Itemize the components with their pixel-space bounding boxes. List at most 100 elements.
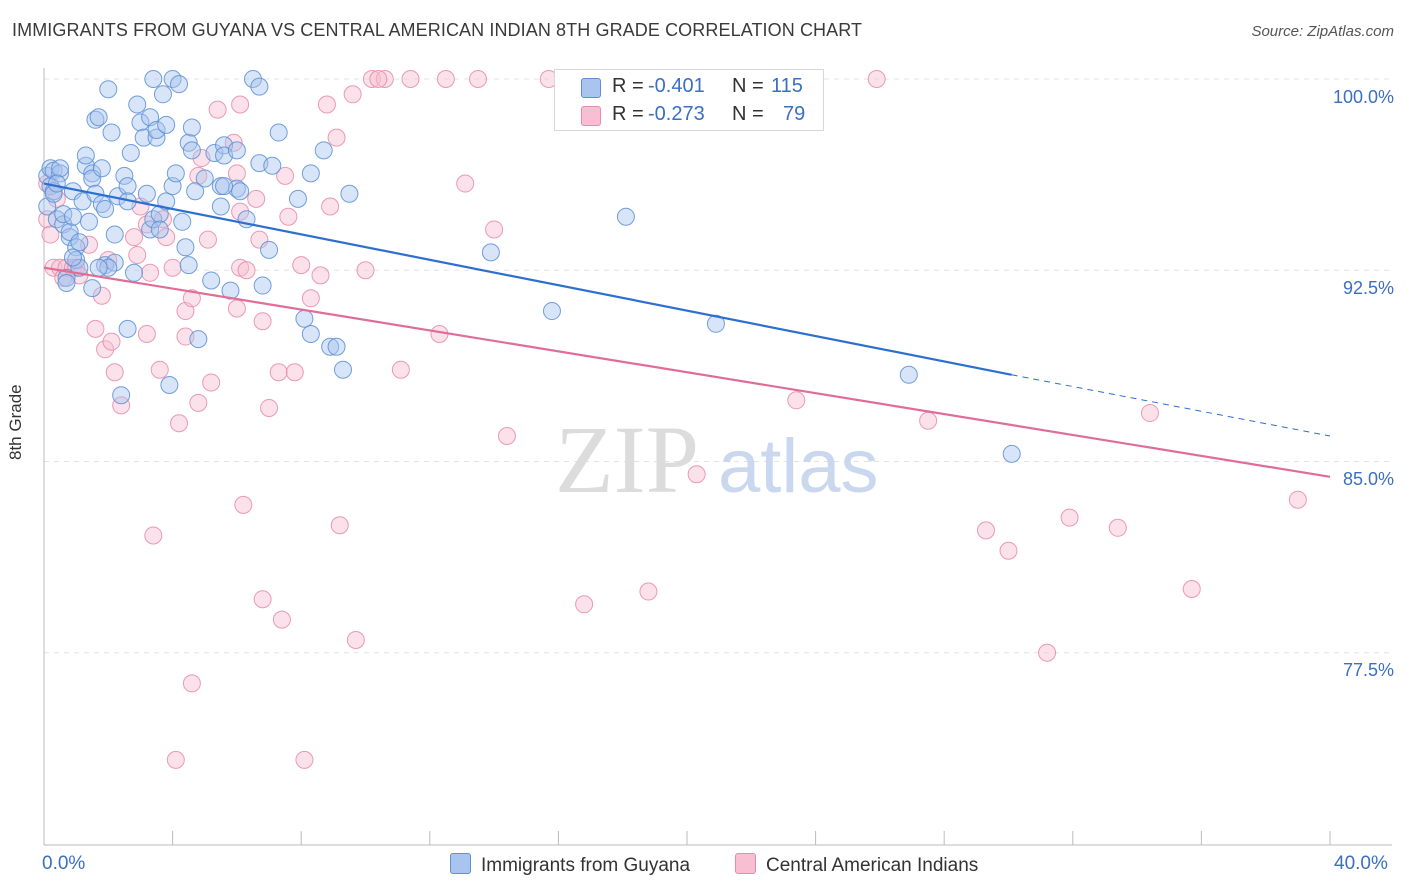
pink-data-point [125,228,144,247]
blue-data-point [99,258,118,277]
blue-data-point [63,207,82,226]
pink-data-point [163,258,182,277]
pink-data-point [202,373,221,392]
blue-data-point [899,365,918,384]
pink-data-point [253,312,272,331]
pink-data-point [301,289,320,308]
y-tick-label: 77.5% [1342,660,1394,680]
blue-data-point [128,95,147,114]
blue-data-point [231,182,250,201]
blue-data-point [102,123,121,142]
y-tick-label: 100.0% [1332,87,1394,107]
blue-swatch-icon [581,78,601,98]
blue-data-point [166,164,185,183]
pink-data-point [1182,580,1201,598]
pink-points [38,70,1307,769]
blue-data-point [321,337,340,356]
blue-data-point [89,108,108,127]
blue-data-point [176,238,195,257]
blue-data-point [89,258,108,277]
pink-data-point [166,750,185,769]
n-label: N = [732,75,764,97]
pink-data-point [485,220,504,239]
blue-data-point [253,276,272,295]
pink-data-point [976,521,995,540]
pink-data-point [157,228,176,247]
blue-data-point [157,115,176,134]
blue-data-point [57,274,76,292]
blue-data-point [83,164,102,183]
blue-data-point [263,156,282,175]
legend-label: Central American Indians [766,855,979,876]
blue-data-point [137,184,156,203]
x-tick-label-min: 0.0% [42,853,86,874]
blue-data-point [179,256,198,275]
legend-item-guyana[interactable]: Immigrants from Guyana [450,853,690,877]
blue-data-point [83,279,102,298]
pink-data-point [375,70,394,88]
blue-data-point [105,225,124,244]
pink-data-point [86,319,105,338]
pink-data-point [105,363,124,382]
pink-data-point [292,256,311,275]
y-axis-title: 8th Grade [6,384,25,460]
pink-data-point [253,590,272,609]
grid-lines [44,78,1390,654]
pink-data-point [436,70,455,88]
blue-data-point [60,228,79,247]
blue-data-point [63,248,82,267]
pink-data-point [189,393,208,412]
pink-data-point [999,541,1018,560]
pink-data-point [92,286,111,305]
legend-item-central-american[interactable]: Central American Indians [735,853,978,877]
blue-data-point [47,174,66,193]
blue-data-point [616,207,635,226]
pink-swatch-icon [581,106,601,126]
pink-data-point [260,398,279,417]
blue-data-point [76,146,95,165]
pink-data-point [1288,490,1307,509]
pink-data-point [269,363,288,382]
blue-data-point [327,337,346,356]
pink-data-point [208,100,227,119]
pink-data-point [575,595,594,614]
blue-data-point [115,166,134,185]
blue-data-point [157,192,176,211]
blue-data-point [227,141,246,160]
watermark-zip: ZIP [555,406,699,513]
trend-lines [43,182,1331,478]
pink-data-point [1038,643,1057,662]
pink-data-point [497,427,516,445]
blue-data-point [141,220,160,239]
y-tick-label: 92.5% [1342,278,1394,298]
pink-data-point [321,197,340,216]
blue-data-point [1002,444,1021,463]
pink-data-point [919,411,938,430]
blue-data-point [250,77,269,96]
blue-data-point [57,268,76,287]
pink-data-point [227,299,246,318]
blue-data-point [170,75,189,94]
pink-data-point [141,263,160,282]
pink-data-point [182,289,201,308]
pink-data-point [112,396,131,415]
pink-data-point [1108,518,1127,537]
pink-data-point [327,128,346,147]
axes [43,68,1392,846]
pink-data-point [231,202,250,221]
pink-data-point [128,245,147,264]
pink-data-point [369,70,388,88]
pink-data-point [687,465,706,484]
pink-data-point [170,414,189,433]
pink-data-point [343,85,362,104]
pink-data-point [867,70,886,88]
blue-data-point [153,85,172,104]
watermark: ZIP atlas [555,406,879,513]
stats-box: R = -0.401 N = 115 R = -0.273 N = 79 [554,69,824,131]
r-label: R = [612,103,644,125]
blue-data-point [295,309,314,328]
blue-data-point [221,281,240,300]
blue-data-point [215,177,234,196]
blue-data-point [269,123,288,142]
pink-data-point [234,495,253,514]
